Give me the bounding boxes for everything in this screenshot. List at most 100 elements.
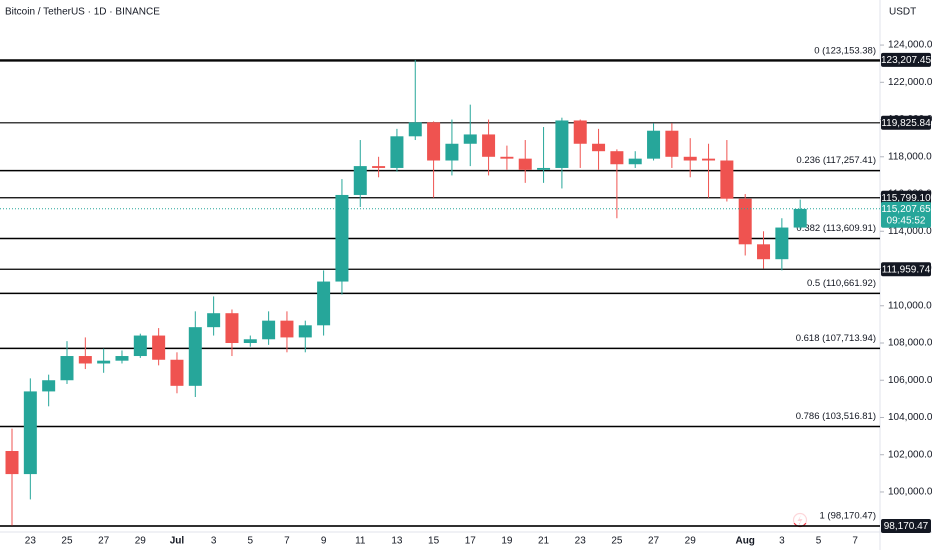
x-tick-label: 7	[284, 536, 290, 547]
fib-label: 0 (123,153.38)	[814, 45, 876, 56]
candle-body	[60, 356, 74, 381]
x-tick-label: 23	[25, 536, 37, 547]
fib-label: 1 (98,170.47)	[819, 511, 876, 522]
price-line-label-bg	[881, 190, 931, 205]
candle-body	[133, 335, 147, 357]
candle-body	[408, 122, 422, 137]
x-tick-label: 5	[248, 536, 254, 547]
y-tick-label: 104,000.00	[888, 412, 932, 423]
last-price-label: 115,207.65	[881, 204, 931, 215]
price-line-label: 111,959.74	[882, 264, 931, 275]
candle-body	[537, 167, 551, 170]
candle-body	[647, 130, 661, 159]
fib-label: 0.618 (107,713.94)	[796, 333, 876, 344]
candle-body	[280, 320, 294, 338]
candle-body	[317, 281, 331, 326]
candle-body	[720, 160, 734, 199]
x-tick-label: 7	[852, 536, 858, 547]
candle-body	[372, 166, 386, 168]
price-line-label-bg	[881, 52, 931, 67]
candle-body	[628, 158, 642, 165]
y-tick-label: 108,000.00	[888, 338, 932, 349]
chart-title: Bitcoin / TetherUS · 1D · BINANCE	[5, 7, 160, 18]
candle-body	[518, 158, 532, 170]
candle-body	[683, 156, 697, 161]
candle-body	[573, 120, 587, 144]
y-tick-label: 118,000.00	[888, 151, 932, 162]
candle-body	[188, 327, 202, 386]
currency: USDT	[889, 7, 916, 18]
candle-body	[555, 120, 569, 168]
fib-label: 0.236 (117,257.41)	[796, 155, 876, 166]
price-line-label: 119,825.84	[881, 118, 931, 129]
x-tick-label: 25	[611, 536, 623, 547]
fib-label-bg	[790, 276, 878, 291]
y-tick-label: 124,000.00	[888, 40, 932, 51]
fib-label-bg	[790, 43, 878, 58]
candle-body	[390, 136, 404, 168]
fib-label: 0.786 (103,516.81)	[796, 411, 876, 422]
candle-body	[97, 360, 111, 364]
x-tick-label: 19	[501, 536, 513, 547]
countdown: 09:45:52	[887, 215, 926, 226]
candle-body	[5, 450, 19, 475]
x-tick-label: 29	[685, 536, 697, 547]
last-price-label-bg	[881, 201, 931, 228]
y-tick-label: 106,000.00	[888, 375, 932, 386]
candle-body	[23, 391, 37, 475]
fib-label-bg	[790, 221, 878, 236]
price-line-label: 98,170.47	[884, 521, 929, 532]
price-line-label: 115,799.10	[881, 193, 931, 204]
x-tick-label: 3	[211, 536, 217, 547]
fib-label-bg	[790, 331, 878, 346]
x-tick-label: Jul	[170, 536, 185, 547]
candle-body	[445, 143, 459, 161]
y-tick-label: 122,000.00	[888, 77, 932, 88]
candle-body	[610, 151, 624, 165]
price-line-label-bg	[881, 262, 931, 277]
candle-body	[738, 198, 752, 245]
candle-body	[775, 227, 789, 260]
candle-body	[757, 244, 771, 260]
x-tick-label: Aug	[735, 536, 754, 547]
candle-body	[262, 320, 276, 340]
candle-body	[427, 122, 441, 161]
x-tick-label: 25	[61, 536, 73, 547]
candle-body	[353, 166, 367, 195]
x-tick-label: 9	[321, 536, 327, 547]
candle-body	[793, 208, 807, 228]
candle-body	[225, 313, 239, 343]
candle-body	[152, 335, 166, 360]
x-tick-label: 29	[135, 536, 147, 547]
price-line-label: 123,207.45	[881, 55, 931, 66]
candle-body	[592, 143, 606, 152]
fib-label-bg	[790, 409, 878, 424]
x-tick-label: 17	[465, 536, 477, 547]
price-line-label-bg	[881, 519, 931, 534]
candle-body	[207, 313, 221, 328]
y-tick-label: 114,000.00	[888, 226, 932, 237]
candle-body	[243, 339, 257, 343]
fib-label-bg	[790, 153, 878, 168]
candle-body	[115, 356, 129, 361]
y-tick-label: 102,000.00	[888, 449, 932, 460]
fib-label-bg	[790, 509, 878, 524]
price-line-label-bg	[881, 115, 931, 130]
y-tick-label: 100,000.00	[888, 487, 932, 498]
candle-body	[500, 156, 514, 159]
x-tick-label: 27	[648, 536, 660, 547]
x-tick-label: 11	[355, 536, 366, 547]
x-tick-label: 21	[538, 536, 550, 547]
y-tick-label: 110,000.00	[888, 300, 932, 311]
x-tick-label: 3	[779, 536, 785, 547]
candle-body	[170, 359, 184, 386]
candle-body	[335, 194, 349, 282]
candle-body	[298, 325, 312, 338]
fib-label: 0.5 (110,661.92)	[807, 278, 876, 289]
candle-body	[702, 158, 716, 161]
candle-body	[482, 134, 496, 157]
x-tick-label: 13	[391, 536, 403, 547]
